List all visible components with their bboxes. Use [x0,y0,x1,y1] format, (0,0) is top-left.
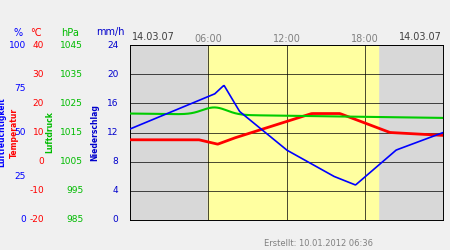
Text: %: % [14,28,22,38]
Text: 16: 16 [107,99,118,108]
Text: 75: 75 [14,84,26,93]
Text: Erstellt: 10.01.2012 06:36: Erstellt: 10.01.2012 06:36 [264,238,373,248]
Text: 985: 985 [66,216,83,224]
Text: 14.03.07: 14.03.07 [132,32,175,42]
Text: 1005: 1005 [60,157,83,166]
Text: 12: 12 [107,128,118,137]
Text: 1045: 1045 [60,40,83,50]
Text: Luftfeuchtigkeit: Luftfeuchtigkeit [0,98,6,168]
Text: 10: 10 [32,128,44,137]
Text: 20: 20 [107,70,118,79]
Text: 0: 0 [38,157,44,166]
Text: 1025: 1025 [60,99,83,108]
Text: 995: 995 [66,186,83,195]
Text: Niederschlag: Niederschlag [90,104,99,161]
Text: 14.03.07: 14.03.07 [399,32,441,42]
Bar [208,45,378,220]
Text: 4: 4 [112,186,118,195]
Text: hPa: hPa [61,28,79,38]
Text: 24: 24 [107,40,118,50]
Text: Luftdruck: Luftdruck [45,112,54,154]
Text: 0: 0 [20,216,26,224]
Text: 100: 100 [9,40,26,50]
Text: 8: 8 [112,157,118,166]
Text: 50: 50 [14,128,26,137]
Text: 1015: 1015 [60,128,83,137]
Text: 25: 25 [15,172,26,181]
Text: -10: -10 [29,186,44,195]
Text: °C: °C [30,28,42,38]
Text: 20: 20 [33,99,44,108]
Text: mm/h: mm/h [96,28,125,38]
Text: Temperatur: Temperatur [10,108,19,158]
Text: 0: 0 [112,216,118,224]
Text: 40: 40 [33,40,44,50]
Text: 1035: 1035 [60,70,83,79]
Text: 30: 30 [32,70,44,79]
Text: -20: -20 [30,216,44,224]
